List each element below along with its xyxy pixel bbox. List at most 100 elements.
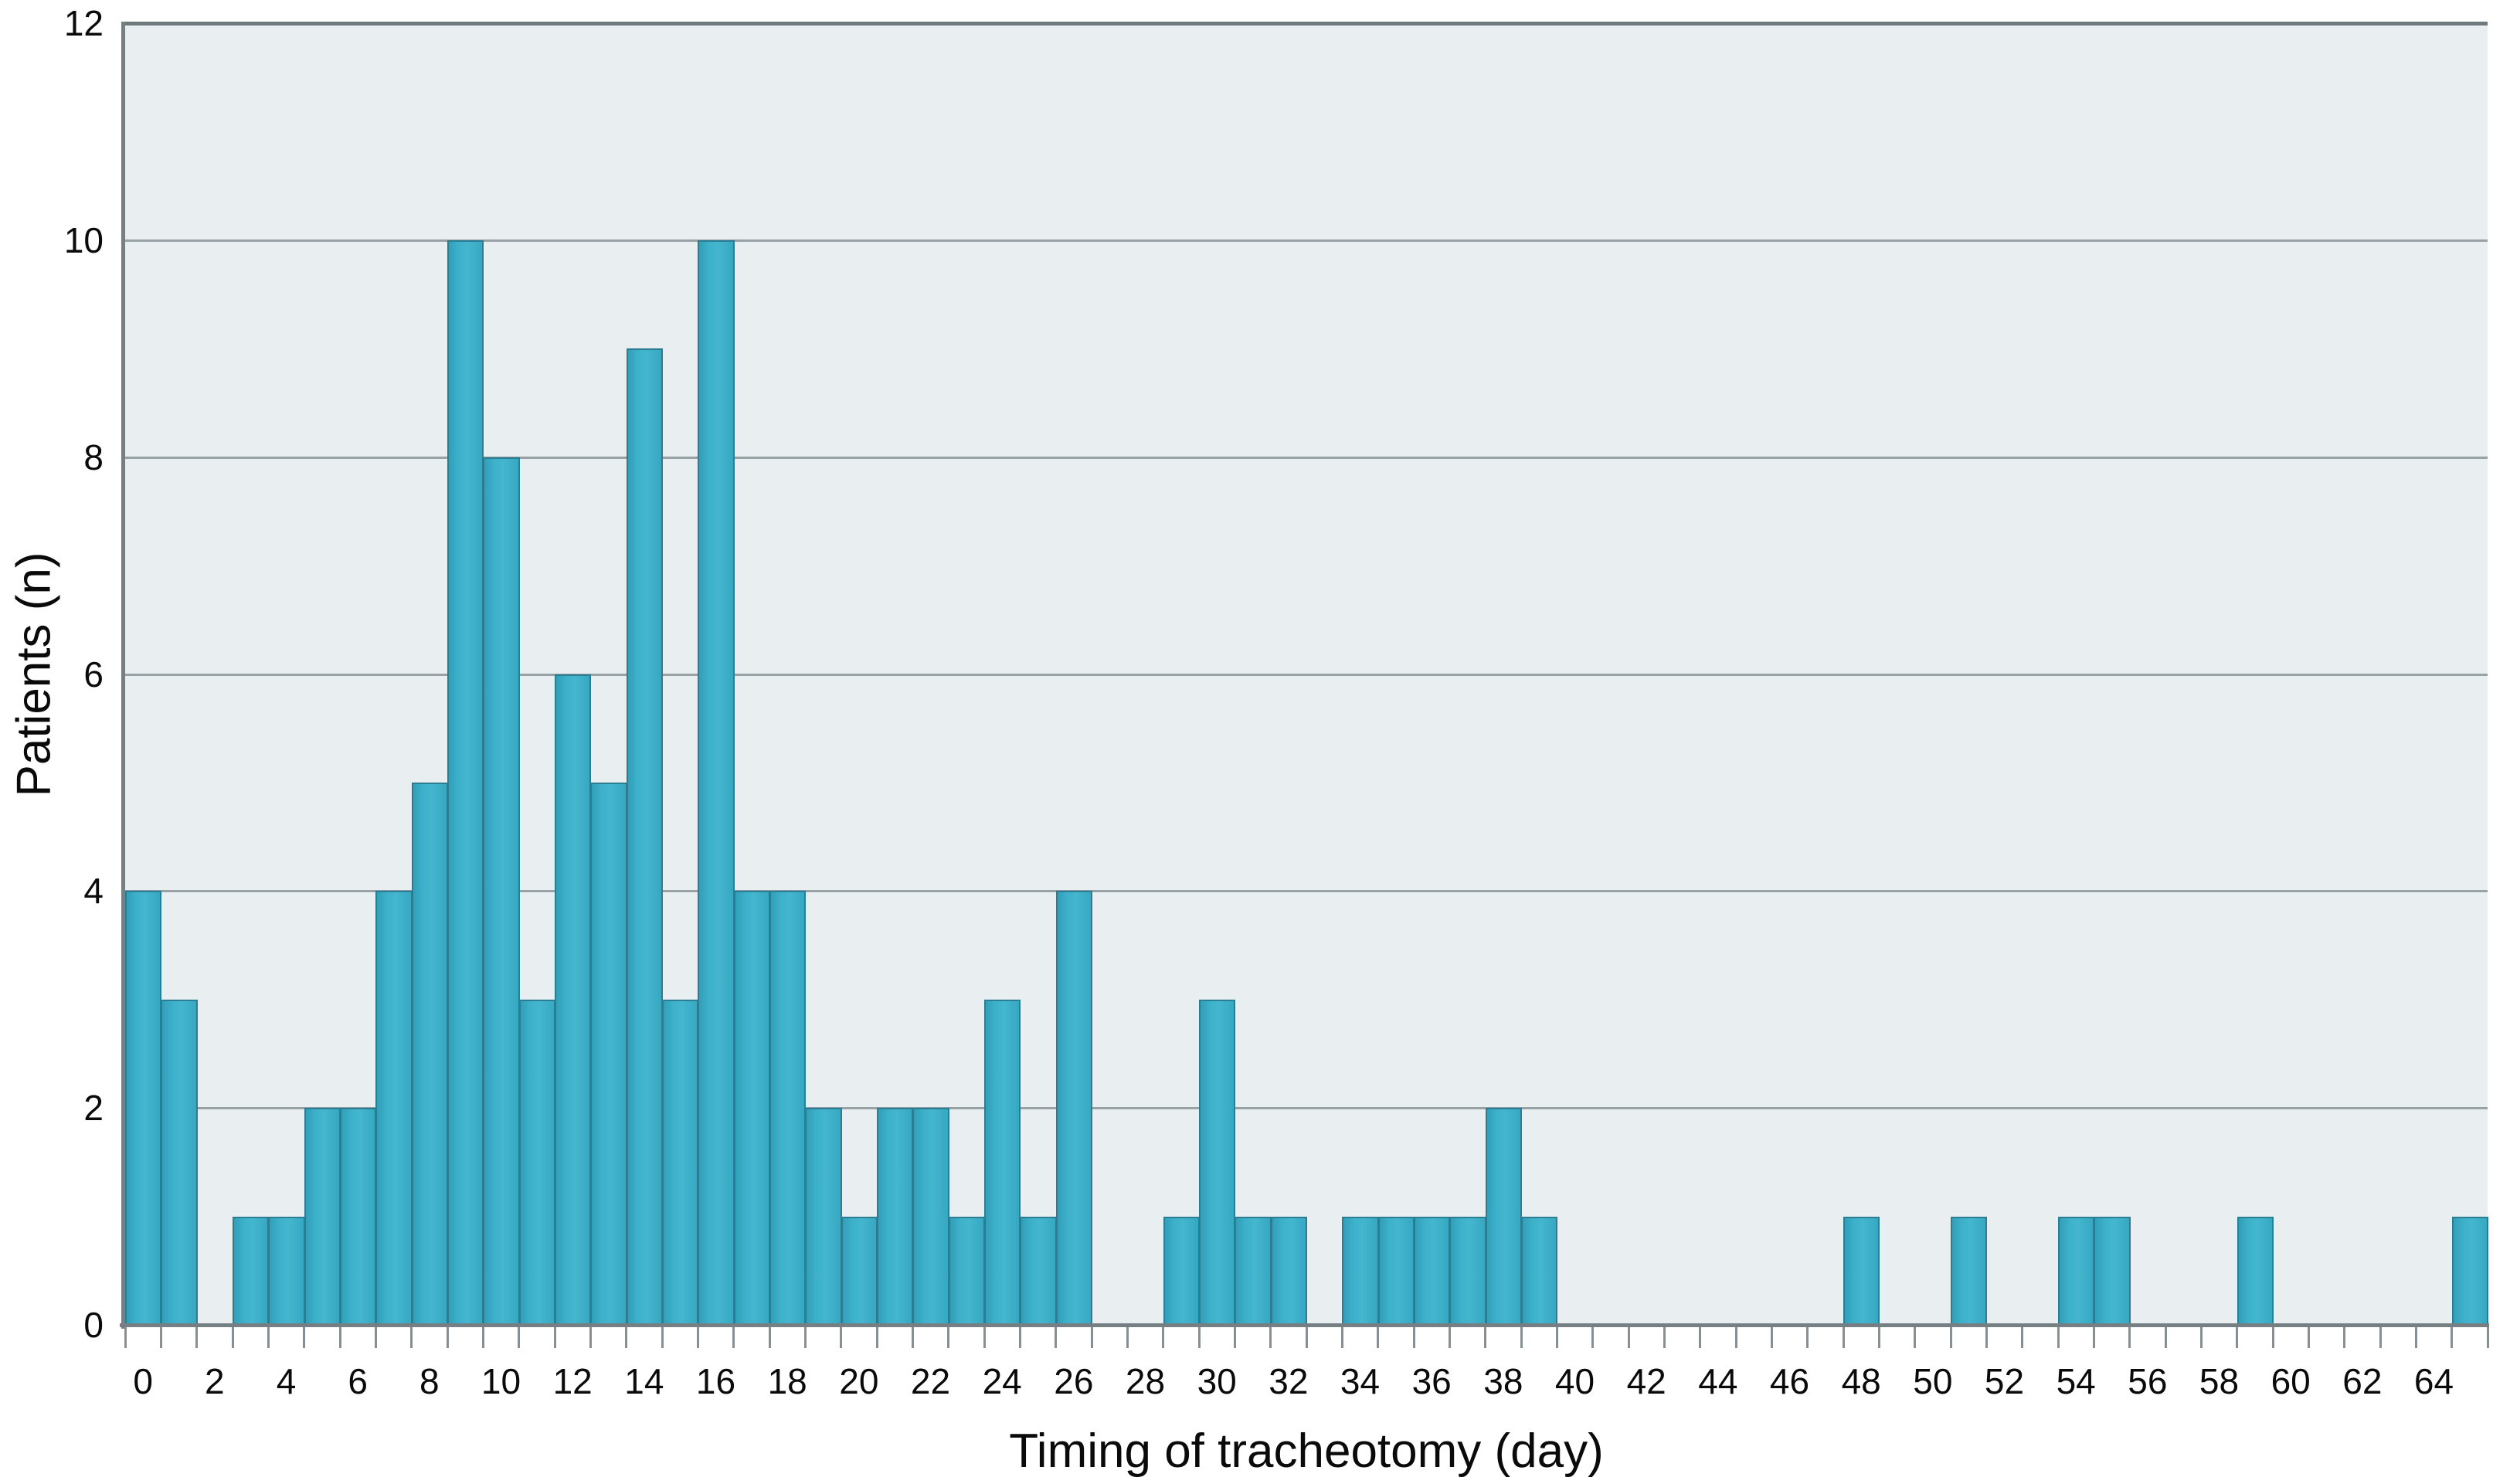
gridline-y-12 [125,22,2488,25]
x-tick-mark [2164,1327,2167,1348]
y-tick-label-4: 4 [83,871,104,912]
x-tick-mark [1233,1327,1236,1348]
x-tick-label-28: 28 [1125,1361,1166,1401]
x-tick-label-0: 0 [133,1361,153,1401]
x-tick-mark [2414,1327,2417,1348]
bar-day-10 [483,457,520,1325]
x-tick-label-2: 2 [205,1361,225,1401]
bar-day-25 [1020,1216,1057,1325]
x-tick-mark [1699,1327,1702,1348]
bar-day-5 [304,1108,341,1325]
x-tick-mark [1520,1327,1523,1348]
bar-day-20 [841,1216,878,1325]
x-tick-mark [661,1327,664,1348]
x-tick-label-18: 18 [767,1361,807,1401]
x-tick-label-10: 10 [481,1361,521,1401]
y-tick-label-8: 8 [83,436,104,477]
x-tick-label-52: 52 [1984,1361,2025,1401]
x-tick-label-40: 40 [1554,1361,1595,1401]
bar-day-36 [1414,1216,1451,1325]
x-tick-label-24: 24 [982,1361,1022,1401]
bar-day-1 [161,999,198,1325]
x-tick-label-56: 56 [2128,1361,2168,1401]
x-tick-mark [1663,1327,1666,1348]
x-tick-mark [2379,1327,2382,1348]
bar-day-38 [1485,1108,1522,1325]
bar-day-16 [698,239,735,1325]
bar-day-21 [877,1108,914,1325]
x-tick-label-60: 60 [2271,1361,2311,1401]
x-tick-mark [1555,1327,1558,1348]
x-tick-label-44: 44 [1698,1361,1738,1401]
y-tick-label-12: 12 [63,3,104,43]
bar-day-32 [1270,1216,1307,1325]
x-tick-mark [2128,1327,2131,1348]
gridline-y-2 [125,1107,2488,1110]
x-tick-label-26: 26 [1054,1361,1094,1401]
x-tick-mark [1090,1327,1093,1348]
bar-day-12 [555,674,592,1325]
y-tick-label-6: 6 [83,654,104,694]
x-tick-mark [267,1327,270,1348]
x-tick-mark [911,1327,914,1348]
bar-day-55 [2094,1216,2131,1325]
x-tick-mark [1734,1327,1737,1348]
x-tick-mark [2271,1327,2274,1348]
x-tick-mark [2343,1327,2346,1348]
x-tick-mark [1627,1327,1630,1348]
y-tick-label-0: 0 [83,1305,104,1345]
x-tick-mark [840,1327,843,1348]
x-tick-mark [696,1327,699,1348]
x-tick-label-62: 62 [2342,1361,2383,1401]
bar-day-7 [375,891,413,1325]
bar-day-15 [662,999,699,1325]
x-tick-mark [1305,1327,1308,1348]
bar-day-17 [733,891,770,1325]
x-tick-mark [2451,1327,2454,1348]
y-axis-line [121,22,125,1329]
x-tick-mark [875,1327,878,1348]
bar-day-23 [948,1216,985,1325]
x-tick-mark [947,1327,950,1348]
x-tick-mark [338,1327,341,1348]
x-tick-label-36: 36 [1411,1361,1452,1401]
x-tick-label-50: 50 [1913,1361,1953,1401]
x-tick-mark [2199,1327,2203,1348]
x-tick-label-6: 6 [348,1361,368,1401]
bar-day-24 [984,999,1021,1325]
x-tick-mark [553,1327,556,1348]
x-tick-mark [1197,1327,1201,1348]
x-tick-label-58: 58 [2199,1361,2240,1401]
x-tick-mark [2057,1327,2060,1348]
x-tick-label-4: 4 [276,1361,297,1401]
bar-day-51 [1951,1216,1988,1325]
x-tick-mark [195,1327,199,1348]
plot-area [125,22,2488,1325]
x-tick-mark [2486,1327,2489,1348]
x-tick-mark [1269,1327,1272,1348]
x-tick-label-48: 48 [1841,1361,1881,1401]
bar-day-34 [1342,1216,1379,1325]
x-tick-label-8: 8 [419,1361,440,1401]
x-tick-mark [1806,1327,1809,1348]
bar-day-65 [2451,1216,2488,1325]
bar-day-18 [769,891,807,1325]
x-tick-mark [446,1327,449,1348]
x-tick-mark [2021,1327,2024,1348]
bar-day-35 [1377,1216,1415,1325]
x-tick-mark [231,1327,234,1348]
bar-day-0 [125,891,162,1325]
x-tick-mark [1055,1327,1058,1348]
x-tick-mark [1949,1327,1952,1348]
x-tick-mark [159,1327,162,1348]
x-tick-mark [410,1327,413,1348]
x-tick-mark [732,1327,735,1348]
x-tick-mark [1412,1327,1415,1348]
x-tick-label-14: 14 [624,1361,664,1401]
bar-day-31 [1235,1216,1272,1325]
bar-day-54 [2058,1216,2095,1325]
x-tick-mark [803,1327,807,1348]
x-axis-title: Timing of tracheotomy (day) [1009,1425,1604,1478]
y-tick-label-10: 10 [63,219,104,260]
